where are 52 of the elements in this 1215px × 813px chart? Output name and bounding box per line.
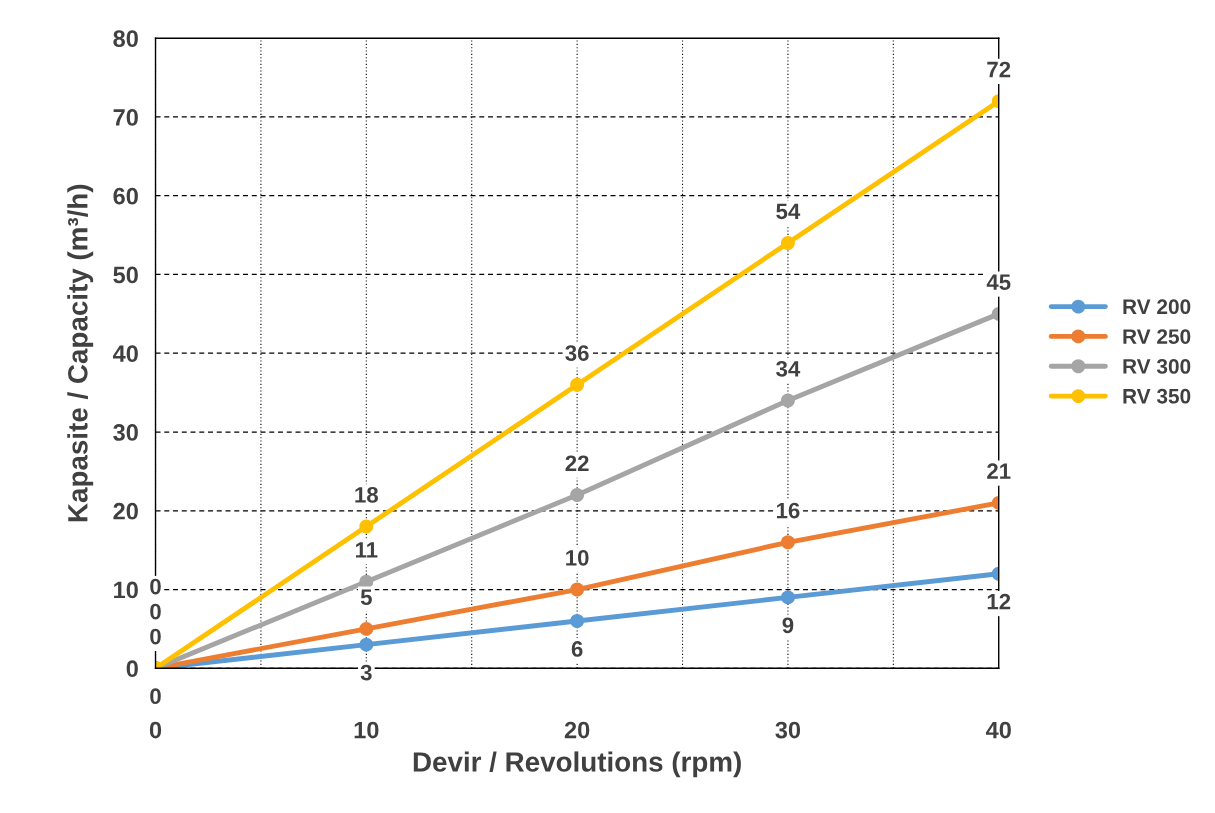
point — [359, 519, 374, 534]
y-tick-label: 50 — [113, 266, 138, 284]
data-label: 0 — [150, 578, 161, 595]
data-label: 6 — [571, 641, 583, 657]
data-label: 45 — [986, 274, 1011, 291]
x-tick-label: 10 — [354, 721, 379, 739]
point — [570, 582, 585, 597]
y-tick-label: 60 — [113, 187, 138, 205]
data-label: 0 — [150, 688, 161, 705]
data-label: 34 — [776, 360, 801, 377]
data-label: 0 — [150, 628, 161, 645]
point — [570, 377, 585, 392]
point — [780, 236, 795, 250]
y-tick-label: 30 — [113, 424, 138, 441]
data-label: 16 — [776, 502, 800, 519]
x-tick-label: 40 — [985, 721, 1011, 739]
data-label: 54 — [776, 203, 801, 220]
legend-label: RV 200 — [1123, 299, 1191, 315]
y-axis-title: Kapasite / Capacity (m³/h) — [67, 184, 94, 522]
data-label: 72 — [987, 61, 1011, 78]
x-axis-title: Devir / Revolutions (rpm) — [413, 751, 741, 778]
data-label: 0 — [150, 603, 161, 620]
data-label: 5 — [360, 589, 372, 606]
point — [780, 590, 795, 605]
point — [570, 488, 585, 502]
y-tick-label: 40 — [112, 345, 138, 363]
point — [359, 621, 374, 636]
point — [780, 535, 795, 550]
x-tick-label: 30 — [775, 721, 801, 739]
legend-label: RV 250 — [1123, 329, 1191, 344]
data-label: 12 — [987, 593, 1011, 610]
data-label: 36 — [565, 345, 589, 361]
data-label: 10 — [566, 549, 589, 566]
point — [570, 614, 585, 628]
data-label: 22 — [565, 455, 589, 471]
point — [780, 393, 795, 408]
legend-label: RV 300 — [1123, 359, 1191, 374]
y-tick-label: 80 — [113, 30, 138, 47]
data-label: 11 — [355, 542, 378, 558]
data-label: 9 — [782, 617, 794, 634]
y-tick-label: 0 — [126, 660, 138, 678]
data-label: 21 — [987, 463, 1011, 479]
point — [359, 637, 374, 652]
legend-label: RV 350 — [1123, 388, 1191, 404]
y-tick-label: 10 — [114, 581, 138, 599]
point — [359, 574, 374, 589]
x-tick-label: 20 — [564, 721, 590, 739]
x-tick-label: 0 — [149, 721, 162, 739]
data-label: 3 — [360, 664, 372, 681]
data-label: 18 — [355, 486, 378, 503]
y-tick-label: 20 — [113, 502, 138, 520]
y-tick-label: 70 — [113, 109, 138, 126]
